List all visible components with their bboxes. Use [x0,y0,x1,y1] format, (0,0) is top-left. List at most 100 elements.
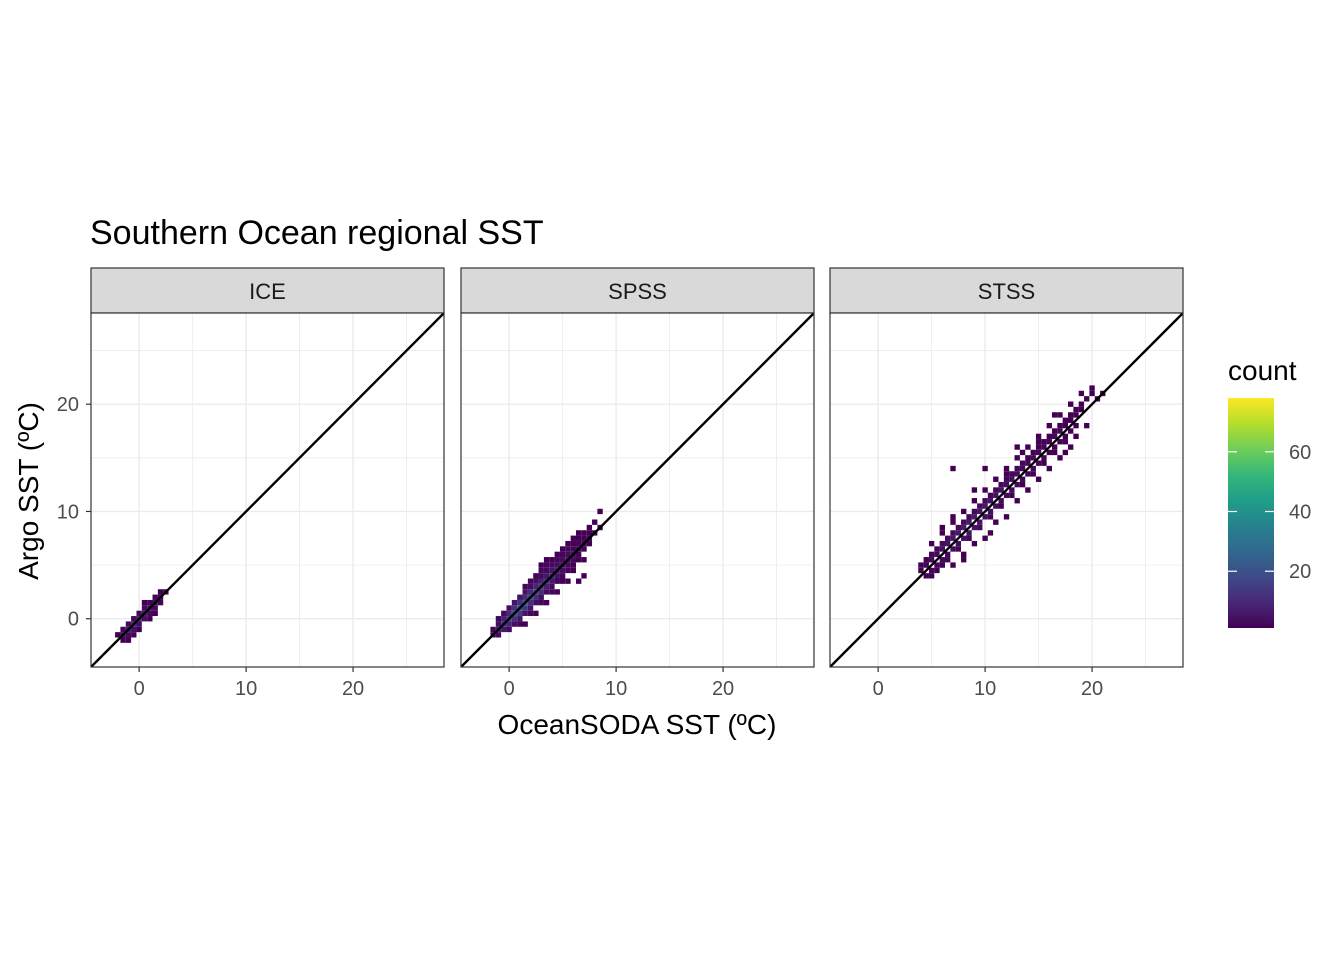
heat-bin [1019,449,1026,456]
heat-bin [152,594,158,600]
heat-bin [971,524,978,531]
heat-bin [533,599,539,606]
heat-bin [971,514,978,520]
heat-bin [549,578,555,584]
heat-bin [939,557,945,563]
heat-bin [575,578,582,584]
heat-bin [581,535,587,541]
heat-bin [1051,449,1058,456]
heat-bin [141,599,148,606]
identity-line-ice [91,313,444,667]
heat-bin [961,524,967,531]
heat-bin [1041,439,1047,445]
heat-bin [982,535,988,541]
heat-bin [939,524,945,531]
heat-bin [565,562,571,568]
heat-bin [1073,422,1079,429]
heat-bin [517,594,523,600]
heat-bin [987,492,994,499]
heat-bin [928,573,935,579]
heat-bin [506,626,512,633]
heat-bin [1057,412,1063,418]
heat-bin [549,583,555,590]
heat-bin [565,540,571,547]
heat-bin [490,626,496,633]
heat-bin [1019,460,1026,466]
heat-bin [543,583,550,590]
y-axis-title: Argo SST (ºC) [13,402,44,580]
heat-bin [934,562,940,568]
heat-bin [939,562,945,568]
heat-bin [136,610,142,617]
strip-label-spss: SPSS [608,279,667,304]
heat-bin [1057,422,1063,429]
heat-bin [147,610,153,617]
heat-bin [971,540,978,547]
heat-bin [559,546,566,552]
heat-bin [928,540,935,547]
heat-bin [977,519,983,525]
heat-bin [971,508,978,515]
heat-bin [559,551,566,558]
heat-bin [549,562,555,568]
heat-bin [511,621,518,627]
heat-bin [533,610,539,617]
heat-bin [501,626,507,633]
heat-bin [928,567,935,574]
heat-bin [1062,417,1069,423]
heat-bin [928,551,935,558]
heat-bin [549,589,555,595]
heat-bin [581,530,587,536]
heat-bin [527,605,534,611]
chart-title: Southern Ocean regional SST [90,214,544,252]
heat-bin [543,573,550,579]
heat-bin [966,535,972,541]
heat-bin [1089,385,1095,391]
identity-line-spss [461,313,814,667]
heat-bin [543,562,550,568]
legend: count 20 40 60 [1228,355,1311,628]
heat-bin [570,546,576,552]
heat-bin [501,616,507,622]
x-tick-label: 20 [712,678,734,700]
heat-bin [1046,449,1052,456]
heat-bin [495,616,502,622]
heat-bin [570,540,576,547]
heat-bin [543,599,550,606]
heat-bin [533,583,539,590]
heat-bin [586,530,593,536]
heat-bin [1046,422,1052,429]
panel-stss: STSS 0 10 20 [829,267,1184,700]
heat-bin [1041,455,1047,461]
heat-bin [918,567,924,574]
heat-bin [506,605,512,611]
heat-bin [977,524,983,531]
heat-bin [538,599,544,606]
heat-bin [1062,433,1069,440]
heat-bin [1014,465,1020,472]
heat-bin [955,540,962,547]
heat-bin [1078,401,1085,407]
heat-bin [522,610,528,617]
heat-bin [982,487,988,493]
heat-bin [1003,514,1010,520]
heat-bin [950,519,956,525]
heat-bin [944,540,951,547]
heat-bin [1014,444,1020,450]
heat-bin [1003,465,1010,472]
heat-bin [966,519,972,525]
heat-bin [1046,433,1052,440]
heat-bin [950,530,956,536]
heat-bin [1030,471,1036,477]
heat-bin [1046,465,1052,472]
heat-bin [987,508,994,515]
heat-bin [961,557,967,563]
heat-bin [1068,412,1074,418]
heat-bin [570,562,576,568]
heat-bin [575,540,582,547]
heat-bin [1062,422,1069,429]
heat-bin [950,562,956,568]
heat-bin [1003,476,1010,482]
heat-bin [1057,439,1063,445]
